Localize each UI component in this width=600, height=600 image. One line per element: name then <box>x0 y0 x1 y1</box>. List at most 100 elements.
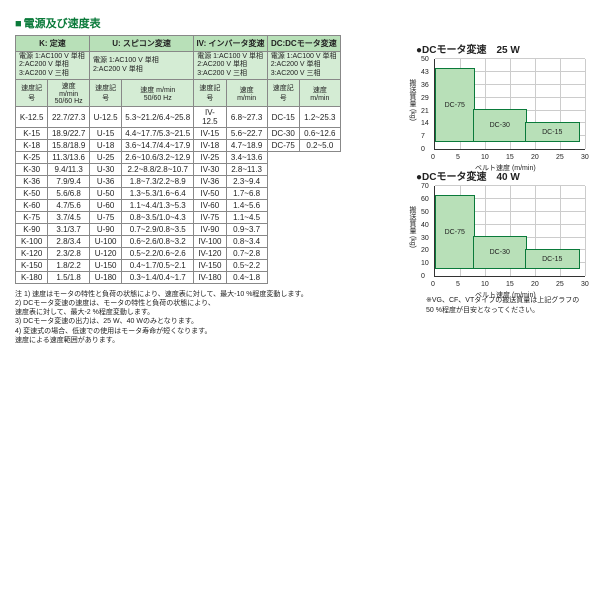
chart-step: DC-75 <box>435 68 475 142</box>
table-cell: 3.4~13.6 <box>226 152 267 164</box>
y-tick: 36 <box>421 82 429 89</box>
table-cell: K-36 <box>16 176 48 188</box>
table-cell: K-120 <box>16 248 48 260</box>
notes: 注 1) 速度はモータの特性と負荷の状態により、速度表に対して、最大-10 %程… <box>15 290 401 345</box>
table-cell: IV-90 <box>194 224 226 236</box>
table-cell: 2.6~10.6/3.2~12.9 <box>122 152 194 164</box>
table-cell: IV-150 <box>194 260 226 272</box>
table-cell: U-120 <box>89 248 121 260</box>
power-spec: 電源 1:AC100 V 単相2:AC200 V 単相3:AC200 V 三相 <box>16 52 90 80</box>
table-cell: 2.3~9.4 <box>226 176 267 188</box>
x-tick: 25 <box>556 281 564 288</box>
table-cell: U-36 <box>89 176 121 188</box>
x-tick: 20 <box>531 281 539 288</box>
table-cell: U-180 <box>89 272 121 284</box>
chart-title: DCモータ変速 25 W <box>416 41 585 56</box>
x-tick: 25 <box>556 154 564 161</box>
table-cell: DC-75 <box>267 140 299 152</box>
charts-wrap: DCモータ変速 25 WDC-75DC-30DC-150714212936435… <box>416 35 585 345</box>
table-cell: 0.8~3.4 <box>226 236 267 248</box>
x-label: ベルト速度 (m/min) <box>475 290 536 300</box>
y-tick: 7 <box>421 133 425 140</box>
chart-step: DC-75 <box>435 195 475 269</box>
table-cell: 6.8~27.3 <box>226 107 267 128</box>
table-cell: 2.8~11.3 <box>226 164 267 176</box>
sub-header: 速度 m/min50/60 Hz <box>122 80 194 107</box>
table-cell: 0.5~2.2/0.6~2.6 <box>122 248 194 260</box>
y-label: 搬送質量 (kg) <box>407 79 417 121</box>
table-cell: 15.8/18.9 <box>48 140 90 152</box>
sub-header: 速度記号 <box>194 80 226 107</box>
table-cell: U-150 <box>89 260 121 272</box>
table-cell: K-180 <box>16 272 48 284</box>
y-tick: 50 <box>421 209 429 216</box>
y-tick: 40 <box>421 222 429 229</box>
col-header: DC:DCモータ変速 <box>267 36 340 52</box>
table-cell: IV-36 <box>194 176 226 188</box>
speed-table: K: 定速U: スピコン変速IV: インバータ変速DC:DCモータ変速電源 1:… <box>15 35 401 284</box>
sub-header: 速度 m/min <box>299 80 340 107</box>
table-cell: K-90 <box>16 224 48 236</box>
table-cell: U-75 <box>89 212 121 224</box>
table-cell: 0.9~3.7 <box>226 224 267 236</box>
table-cell: 4.7~18.9 <box>226 140 267 152</box>
table-cell: U-18 <box>89 140 121 152</box>
sub-header: 速度記号 <box>89 80 121 107</box>
table-cell: IV-15 <box>194 128 226 140</box>
table-cell: 9.4/11.3 <box>48 164 90 176</box>
x-tick: 15 <box>506 154 514 161</box>
table-cell: 1.2~25.3 <box>299 107 340 128</box>
table-cell: 22.7/27.3 <box>48 107 90 128</box>
sub-header: 速度記号 <box>16 80 48 107</box>
table-cell: U-60 <box>89 200 121 212</box>
table-cell: 5.6~22.7 <box>226 128 267 140</box>
table-cell: U-50 <box>89 188 121 200</box>
table-cell: U-30 <box>89 164 121 176</box>
table-cell: 2.8/3.4 <box>48 236 90 248</box>
table-cell: 1.5/1.8 <box>48 272 90 284</box>
table-cell: 0.4~1.8 <box>226 272 267 284</box>
page-title: 電源及び速度表 <box>15 15 585 31</box>
table-cell: 2.3/2.8 <box>48 248 90 260</box>
table-cell: 0.5~2.2 <box>226 260 267 272</box>
table-cell: K-75 <box>16 212 48 224</box>
table-cell: IV-180 <box>194 272 226 284</box>
y-tick: 10 <box>421 260 429 267</box>
y-tick: 43 <box>421 69 429 76</box>
x-tick: 5 <box>456 154 460 161</box>
col-header: K: 定速 <box>16 36 90 52</box>
table-cell: K-50 <box>16 188 48 200</box>
table-cell: U-12.5 <box>89 107 121 128</box>
x-tick: 30 <box>581 281 589 288</box>
table-cell: 7.9/9.4 <box>48 176 90 188</box>
table-cell: K-12.5 <box>16 107 48 128</box>
table-cell: IV-12.5 <box>194 107 226 128</box>
table-cell: K-60 <box>16 200 48 212</box>
table-cell: 1.7~6.8 <box>226 188 267 200</box>
table-cell: IV-100 <box>194 236 226 248</box>
table-wrap: K: 定速U: スピコン変速IV: インバータ変速DC:DCモータ変速電源 1:… <box>15 35 401 345</box>
sub-header: 速度記号 <box>267 80 299 107</box>
y-tick: 60 <box>421 196 429 203</box>
power-spec: 電源 1:AC100 V 単相2:AC200 V 単相3:AC200 V 三相 <box>194 52 268 80</box>
table-cell: DC-30 <box>267 128 299 140</box>
table-cell: IV-30 <box>194 164 226 176</box>
col-header: U: スピコン変速 <box>89 36 193 52</box>
power-spec: 電源 1:AC100 V 単相2:AC200 V 単相 <box>89 52 193 80</box>
table-cell: 18.9/22.7 <box>48 128 90 140</box>
table-cell: 0.8~3.5/1.0~4.3 <box>122 212 194 224</box>
table-cell: 0.4~1.7/0.5~2.1 <box>122 260 194 272</box>
y-tick: 50 <box>421 56 429 63</box>
table-cell: 1.3~5.3/1.6~6.4 <box>122 188 194 200</box>
table-cell: 0.7~2.8 <box>226 248 267 260</box>
table-cell: 0.3~1.4/0.4~1.7 <box>122 272 194 284</box>
table-cell: IV-75 <box>194 212 226 224</box>
table-cell: IV-25 <box>194 152 226 164</box>
table-cell: K-150 <box>16 260 48 272</box>
y-tick: 0 <box>421 146 425 153</box>
table-cell: 4.4~17.7/5.3~21.5 <box>122 128 194 140</box>
y-tick: 70 <box>421 183 429 190</box>
table-cell: K-15 <box>16 128 48 140</box>
table-cell: IV-18 <box>194 140 226 152</box>
table-cell: 0.6~12.6 <box>299 128 340 140</box>
